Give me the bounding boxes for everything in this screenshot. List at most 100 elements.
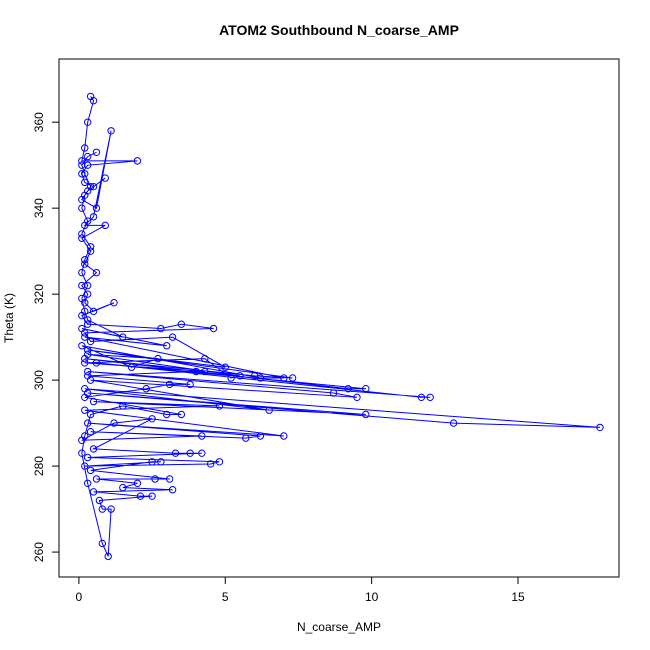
data-point — [86, 337, 95, 346]
data-point — [86, 466, 95, 475]
data-point — [288, 374, 297, 382]
y-tick-label: 280 — [32, 456, 46, 476]
data-point — [157, 324, 165, 333]
data-point — [110, 419, 118, 427]
data-point — [81, 178, 89, 187]
data-point — [81, 393, 89, 402]
data-point — [151, 475, 159, 483]
data-point — [78, 268, 86, 277]
data-point — [107, 127, 115, 135]
data-point — [78, 170, 86, 178]
data-point — [186, 380, 194, 389]
data-point — [83, 350, 92, 359]
data-point — [362, 410, 370, 419]
data-point — [119, 402, 127, 410]
y-tick-label: 300 — [32, 370, 46, 390]
data-point — [81, 144, 89, 152]
data-point — [101, 174, 109, 182]
data-point — [86, 428, 95, 436]
data-point — [89, 307, 98, 316]
x-axis-label: N_coarse_AMP — [297, 620, 381, 634]
data-point — [78, 234, 86, 242]
y-tick-label: 360 — [32, 112, 46, 132]
data-point — [98, 505, 107, 513]
data-point — [89, 213, 98, 221]
data-point — [119, 483, 127, 492]
data-point — [417, 393, 426, 402]
data-point — [86, 182, 95, 191]
data-point — [83, 118, 92, 126]
data-point — [83, 217, 92, 225]
data-point — [83, 281, 92, 290]
data-point — [86, 243, 95, 251]
data-point — [168, 333, 177, 341]
data-point — [78, 161, 86, 169]
data-point — [165, 380, 174, 389]
data-point — [104, 552, 112, 561]
data-point — [119, 333, 127, 341]
data-point — [83, 152, 92, 161]
data-point — [198, 432, 206, 440]
data-point — [86, 410, 95, 419]
data-point — [177, 410, 186, 419]
data-point — [78, 281, 86, 290]
data-point — [81, 170, 89, 178]
data-point — [329, 389, 338, 397]
data-point — [198, 449, 206, 457]
data-point — [163, 410, 171, 419]
data-point — [236, 372, 244, 380]
x-tick-label: 0 — [76, 590, 83, 604]
data-point — [242, 434, 250, 442]
data-line — [81, 96, 601, 557]
y-axis-label: Theta (K) — [2, 293, 16, 343]
data-point — [280, 432, 288, 440]
data-point — [148, 458, 156, 466]
data-point — [133, 157, 142, 165]
data-point — [192, 367, 200, 376]
data-point — [142, 385, 150, 393]
data-point — [280, 374, 288, 382]
data-point — [344, 385, 352, 393]
data-point — [362, 385, 370, 393]
data-point — [89, 96, 98, 105]
data-point — [168, 486, 177, 494]
x-tick-label: 15 — [511, 590, 525, 604]
data-point — [107, 505, 115, 513]
data-point — [83, 320, 92, 328]
data-point — [201, 354, 209, 363]
data-point — [426, 393, 434, 402]
chart-title: ATOM2 Southbound N_coarse_AMP — [219, 22, 459, 38]
data-point — [78, 230, 86, 238]
data-point — [92, 204, 101, 212]
data-point — [81, 359, 89, 367]
plot-frame — [58, 58, 620, 578]
data-point — [209, 324, 218, 333]
y-tick-label: 260 — [32, 542, 46, 562]
data-point — [81, 256, 89, 264]
data-point — [78, 294, 86, 303]
data-point — [165, 475, 174, 483]
data-point — [92, 148, 101, 156]
data-point — [83, 372, 92, 380]
data-point — [186, 449, 194, 457]
data-point — [83, 453, 92, 462]
data-point — [89, 488, 98, 496]
data-point — [596, 423, 604, 432]
data-point — [78, 157, 86, 165]
data-point — [110, 299, 118, 307]
data-point — [81, 406, 89, 414]
data-point — [83, 161, 92, 169]
data-point — [78, 342, 86, 350]
data-point — [215, 458, 224, 466]
data-point — [256, 432, 265, 440]
data-point — [81, 432, 89, 440]
data-point — [83, 479, 92, 487]
x-tick-label: 10 — [365, 590, 379, 604]
data-point — [78, 449, 86, 457]
x-tick-label: 5 — [222, 590, 229, 604]
data-point — [177, 320, 186, 328]
data-point — [89, 445, 98, 453]
data-point — [83, 419, 92, 427]
data-point — [215, 402, 224, 410]
